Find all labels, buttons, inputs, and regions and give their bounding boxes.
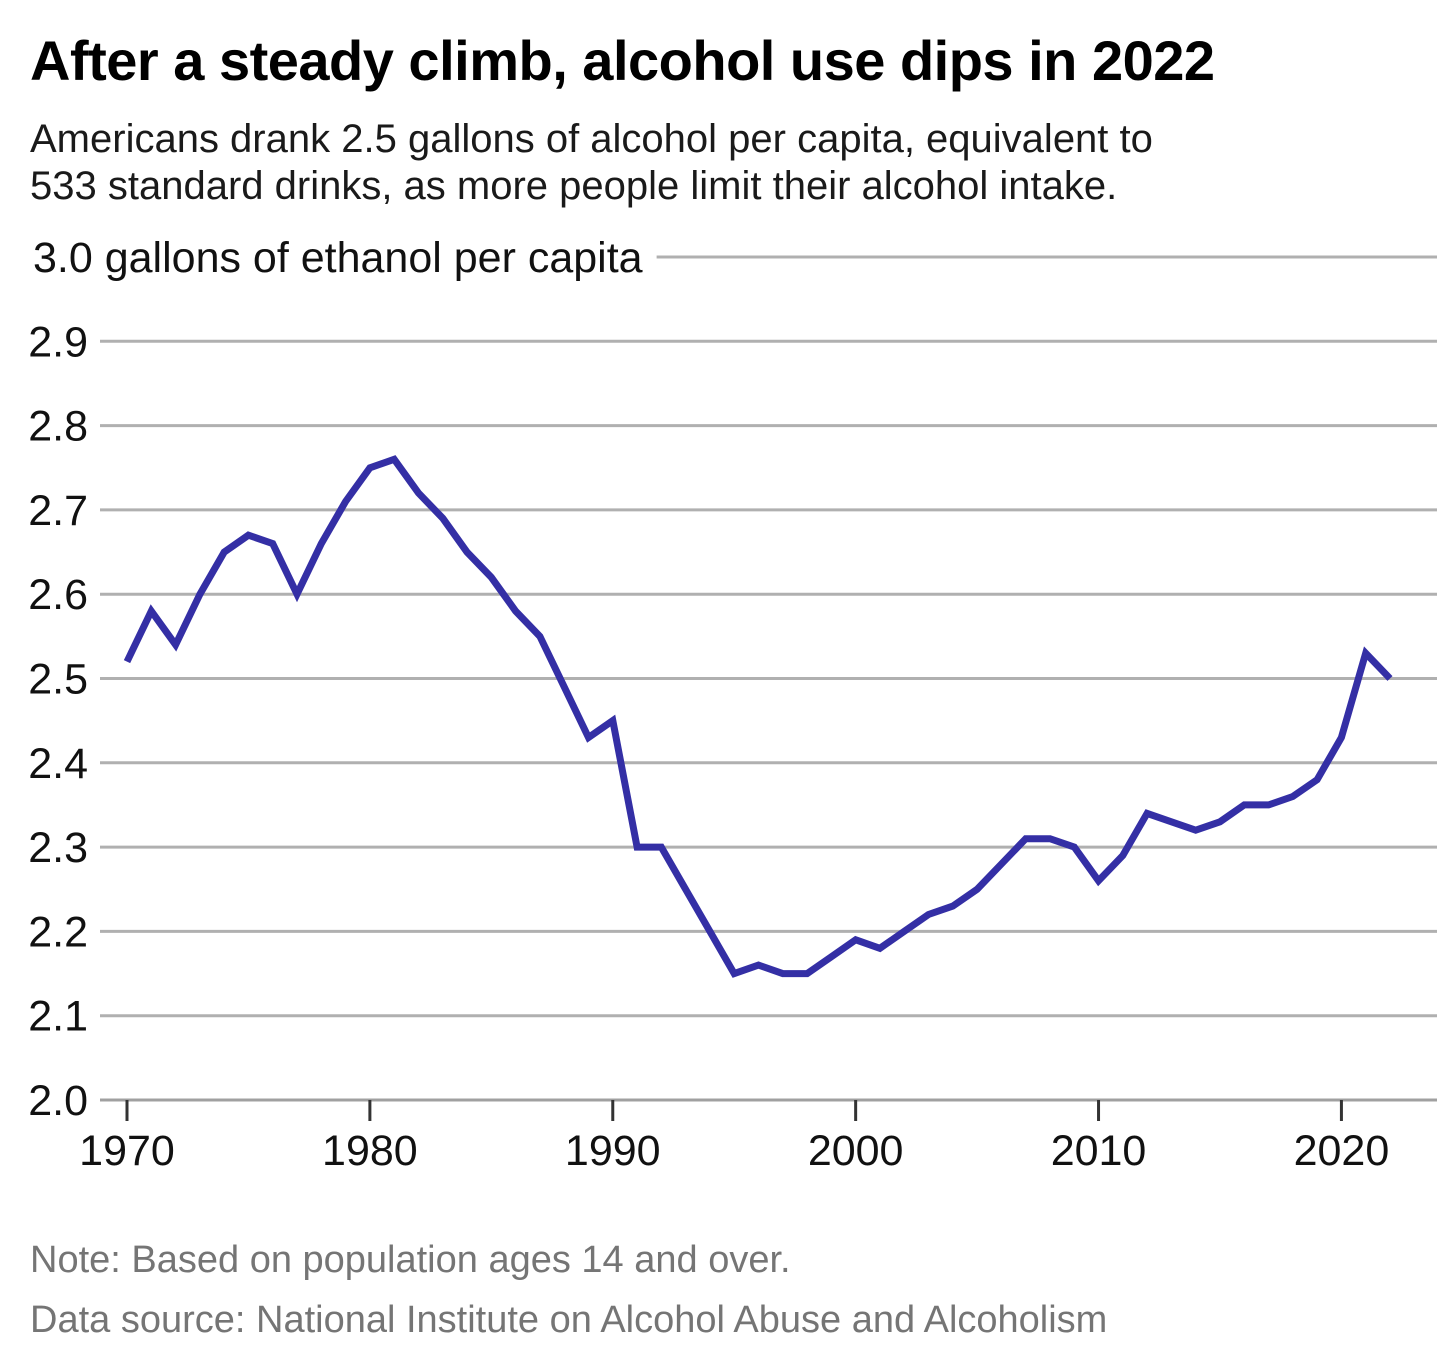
x-tick-label: 2010 [1051,1127,1147,1175]
y-tick-label: 2.7 [28,487,88,535]
x-tick-label: 1980 [322,1127,418,1175]
x-tick-label: 2000 [808,1127,904,1175]
y-tick-label: 2.2 [28,908,88,956]
chart-note: Note: Based on population ages 14 and ov… [30,1239,791,1281]
x-tick-label: 1970 [79,1127,175,1175]
y-tick-label: 2.1 [28,993,88,1041]
y-tick-label: 2.5 [28,656,88,704]
y-tick-label: 2.8 [28,403,88,451]
x-tick-label: 2020 [1294,1127,1390,1175]
data-line-series [123,455,1393,978]
chart-subtitle-line1: Americans drank 2.5 gallons of alcohol p… [30,117,1153,161]
y-tick-label: 2.3 [28,824,88,872]
chart-source: Data source: National Institute on Alcoh… [30,1299,1108,1341]
y-tick-label: 2.4 [28,740,88,788]
chart-title: After a steady climb, alcohol use dips i… [30,29,1215,92]
chart-subtitle-line2: 533 standard drinks, as more people limi… [30,164,1118,208]
y-tick-label: 2.6 [28,571,88,619]
x-tick-label: 1990 [565,1127,661,1175]
y-tick-label: 2.0 [28,1077,88,1125]
y-tick-label: 2.9 [28,318,88,366]
y-axis-unit-label: 3.0 gallons of ethanol per capita [33,234,643,282]
chart-subtitle: Americans drank 2.5 gallons of alcohol p… [30,116,1410,210]
